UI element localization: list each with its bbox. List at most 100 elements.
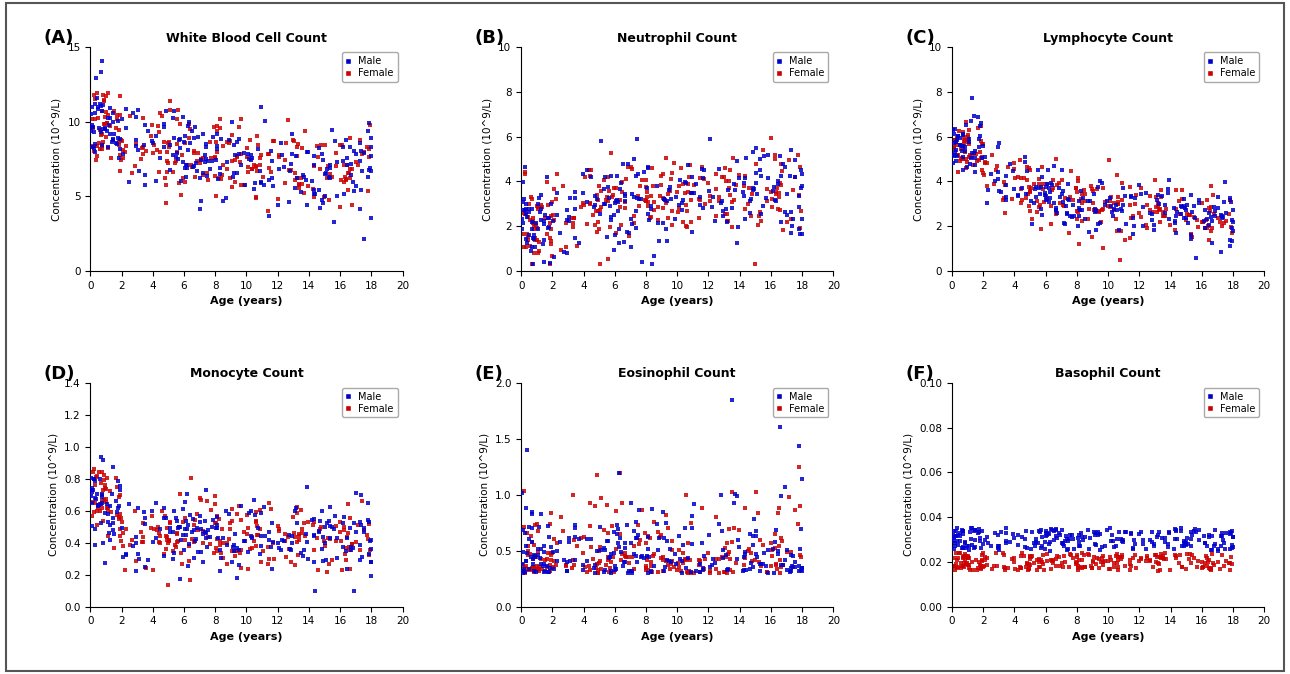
Point [515, 209, 535, 220]
Point [1108, 555, 1129, 565]
Point [168, 536, 188, 547]
Point [780, 566, 801, 577]
Point [188, 547, 209, 557]
Point [283, 129, 303, 140]
Point [95, 484, 116, 495]
Point [637, 186, 658, 197]
Point [768, 549, 788, 559]
Point [712, 172, 733, 183]
Point [168, 522, 188, 533]
Point [1066, 557, 1086, 568]
Point [958, 125, 979, 135]
Point [522, 213, 543, 224]
Point [993, 192, 1014, 203]
Point [184, 553, 205, 563]
Point [196, 142, 217, 152]
Point [659, 185, 680, 196]
Point [702, 191, 722, 202]
Point [1014, 551, 1035, 561]
Point [948, 131, 969, 142]
Point [146, 131, 166, 142]
Point [201, 153, 222, 164]
Point [513, 563, 534, 574]
Point [724, 498, 744, 509]
Point [565, 520, 586, 530]
Point [946, 526, 966, 537]
Point [1197, 222, 1218, 233]
Point [515, 204, 535, 215]
Point [159, 140, 179, 150]
Point [543, 561, 564, 572]
Point [1042, 557, 1063, 568]
Point [1179, 553, 1200, 564]
Point [520, 241, 541, 251]
Point [1040, 187, 1060, 197]
Point [1017, 543, 1037, 553]
Point [1202, 190, 1223, 201]
Point [83, 466, 103, 477]
Point [108, 152, 129, 163]
Point [1035, 544, 1055, 555]
Point [587, 470, 608, 481]
Point [722, 537, 743, 548]
Point [584, 568, 605, 578]
Point [241, 153, 262, 164]
Point [106, 472, 126, 483]
Point [1019, 164, 1040, 175]
Point [346, 181, 366, 192]
Point [971, 153, 992, 164]
Point [213, 553, 233, 563]
Point [513, 228, 534, 239]
Point [243, 163, 263, 174]
Point [197, 156, 218, 167]
Point [94, 557, 115, 568]
Point [948, 149, 969, 160]
Point [334, 177, 355, 187]
Point [210, 163, 231, 174]
Point [1182, 230, 1202, 241]
Point [1179, 210, 1200, 220]
Point [239, 508, 259, 519]
Point [953, 542, 974, 553]
Point [615, 538, 636, 549]
Point [177, 159, 197, 170]
Point [320, 532, 341, 543]
Point [1214, 561, 1235, 572]
Point [182, 162, 203, 173]
Point [1151, 185, 1171, 195]
Point [1067, 558, 1087, 569]
Point [243, 163, 263, 174]
Point [646, 181, 667, 191]
Point [168, 537, 188, 547]
Point [1099, 202, 1120, 213]
Point [525, 242, 546, 253]
Point [961, 523, 982, 534]
Point [713, 553, 734, 563]
Point [791, 183, 811, 194]
Point [297, 200, 317, 211]
Point [1046, 524, 1067, 535]
Point [99, 119, 120, 130]
Point [360, 536, 381, 547]
Point [83, 114, 103, 125]
Point [99, 520, 120, 530]
Point [974, 534, 995, 545]
Point [1020, 553, 1041, 564]
Point [955, 146, 975, 157]
Point [1046, 553, 1067, 564]
Point [599, 185, 619, 196]
Point [1144, 549, 1165, 560]
Point [761, 133, 782, 144]
Point [156, 180, 177, 191]
Point [691, 161, 712, 172]
Point [780, 207, 801, 218]
Point [728, 238, 748, 249]
Point [170, 134, 191, 145]
Point [1007, 564, 1028, 575]
Point [279, 164, 299, 175]
Point [319, 194, 339, 205]
Point [228, 134, 249, 145]
Point [215, 506, 236, 516]
Title: Neutrophil Count: Neutrophil Count [618, 32, 737, 44]
Point [751, 561, 771, 572]
